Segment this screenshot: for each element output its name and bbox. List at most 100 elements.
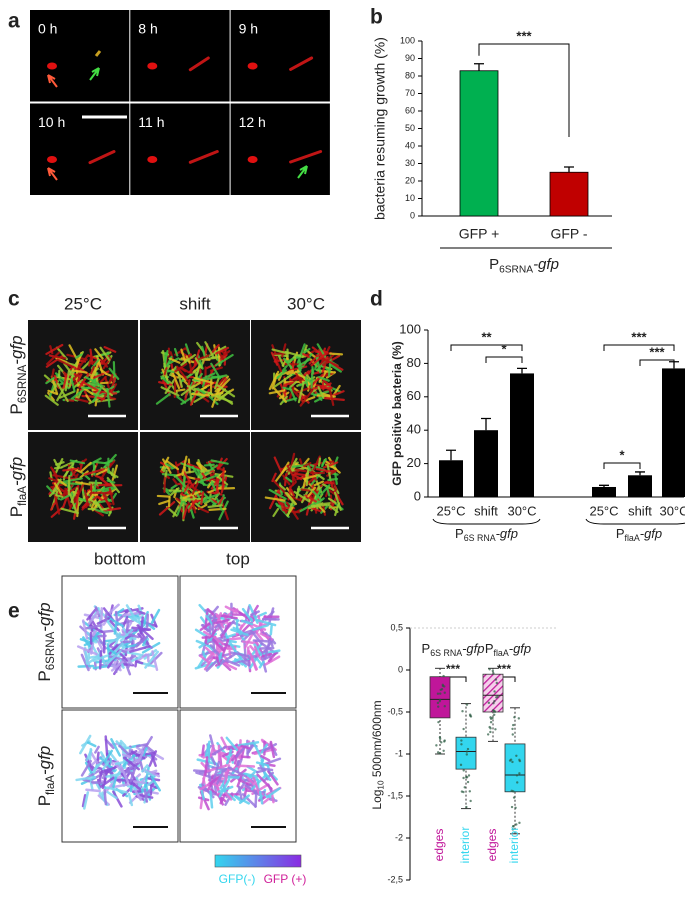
cell (147, 156, 158, 163)
cell (181, 468, 195, 488)
cell (272, 386, 288, 404)
cell (106, 479, 116, 484)
y-tick-label: 20 (405, 175, 415, 185)
cell (85, 788, 101, 793)
cell (92, 764, 99, 774)
y-tick-label: -2,5 (387, 874, 403, 884)
group-label: P6S RNA-gfp (422, 641, 485, 658)
cell (288, 386, 297, 402)
label-subscript: flaA (625, 533, 640, 543)
cell (326, 464, 332, 482)
cell (303, 462, 312, 468)
cell (273, 373, 293, 388)
cell (261, 796, 271, 805)
cell (264, 637, 272, 660)
cell (47, 62, 57, 70)
cell (194, 357, 203, 369)
cell (88, 655, 98, 659)
y-tick-label: 0 (414, 488, 421, 503)
point-decoration (466, 747, 470, 751)
cell (187, 499, 198, 512)
cell (181, 455, 188, 476)
significance-label: *** (649, 344, 665, 359)
cell (158, 499, 170, 506)
cell (99, 385, 114, 397)
cell (188, 150, 219, 164)
cell (81, 380, 100, 392)
y-tick-label: 40 (405, 140, 415, 150)
y-tick-label: -0,5 (387, 706, 403, 716)
cell (294, 468, 315, 474)
y-tick-label: 60 (407, 388, 421, 403)
cell (80, 653, 90, 672)
cell (193, 376, 214, 384)
bar (474, 430, 498, 497)
cell (50, 466, 58, 476)
cell (210, 391, 224, 397)
cell (209, 366, 223, 372)
cell (216, 384, 236, 398)
cell (210, 362, 222, 380)
point-decoration (517, 717, 521, 720)
cell (322, 379, 331, 387)
significance-label: * (619, 447, 625, 462)
label-subscript: flaA (17, 486, 29, 506)
cell (50, 502, 56, 511)
point-decoration (460, 743, 463, 746)
cell (239, 764, 256, 768)
point-decoration (518, 821, 521, 825)
cell (92, 387, 103, 403)
cell (62, 495, 68, 509)
point-decoration (514, 806, 517, 810)
cell (182, 490, 201, 500)
point-decoration (513, 716, 516, 719)
significance-label: ** (481, 329, 492, 344)
point-decoration (495, 696, 498, 699)
cell (241, 640, 259, 645)
cell (204, 740, 211, 758)
cell (76, 645, 98, 656)
cell (113, 622, 118, 635)
point-decoration (462, 727, 465, 731)
cell (264, 496, 286, 502)
label-main: Log (370, 790, 384, 810)
cell (127, 792, 134, 807)
point-decoration (489, 717, 493, 720)
cell (246, 743, 255, 755)
cell (271, 348, 289, 355)
cell (56, 382, 69, 403)
cell (85, 748, 93, 762)
cell (69, 459, 86, 465)
significance-label: *** (516, 28, 532, 43)
cell (51, 368, 55, 379)
cell (76, 373, 83, 382)
cell (317, 375, 330, 382)
point-decoration (439, 692, 442, 695)
cell (86, 741, 97, 748)
point-decoration (465, 775, 468, 779)
cell (265, 787, 281, 799)
cell (253, 645, 260, 657)
arrow (89, 67, 100, 81)
cell (215, 656, 221, 666)
cell (205, 374, 228, 381)
cell (95, 468, 109, 476)
y-tick-label: 20 (407, 455, 421, 470)
cell (97, 640, 105, 652)
y-tick-label: -1,5 (387, 790, 403, 800)
cell (91, 359, 101, 380)
cell (284, 491, 297, 506)
cell (241, 607, 254, 623)
point-decoration (510, 805, 514, 809)
cell (128, 633, 140, 639)
cell (238, 611, 251, 621)
point-decoration (442, 674, 445, 678)
cell (201, 345, 206, 357)
cell (278, 355, 285, 367)
cell (196, 387, 206, 395)
point-decoration (436, 751, 440, 754)
cell (108, 367, 120, 380)
point-decoration (511, 828, 515, 831)
cell (168, 357, 181, 364)
cell (240, 619, 254, 626)
